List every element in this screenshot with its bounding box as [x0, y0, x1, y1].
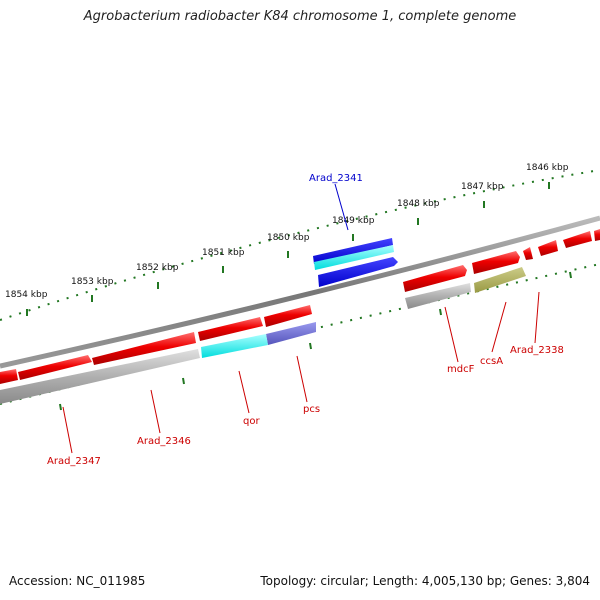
tick-label: 1850 kbp — [267, 233, 310, 243]
gene-red[interactable] — [523, 247, 533, 260]
chromosome-backbone — [0, 215, 600, 369]
gene-label-ccsa: ccsA — [480, 356, 503, 367]
accession-text: Accession: NC_011985 — [9, 574, 146, 588]
tick-label: 1848 kbp — [397, 199, 440, 209]
gene-red[interactable] — [538, 240, 558, 256]
gene-arad-2341[interactable] — [313, 238, 393, 264]
gene-label-arad-2341: Arad_2341 — [309, 173, 363, 184]
gene-red[interactable] — [472, 251, 520, 274]
tick-label: 1849 kbp — [332, 216, 375, 226]
gene-label-arad-2338: Arad_2338 — [510, 345, 564, 356]
gene-label-arad-2346: Arad_2346 — [137, 436, 191, 447]
gene-label-mdcf: mdcF — [447, 364, 475, 375]
gene-label-texts: Arad_2341 mdcF ccsA Arad_2338 qor pcs Ar… — [47, 173, 564, 467]
tick-label: 1854 kbp — [5, 290, 48, 300]
map-title: Agrobacterium radiobacter K84 chromosome… — [83, 9, 517, 24]
tick-labels: 1854 kbp 1853 kbp 1852 kbp 1851 kbp 1850… — [5, 163, 569, 300]
gene-red[interactable] — [264, 305, 312, 327]
tick-label: 1851 kbp — [202, 248, 245, 258]
gene-red-edge[interactable] — [594, 229, 600, 241]
genome-summary-text: Topology: circular; Length: 4,005,130 bp… — [260, 574, 590, 588]
gene-ccsa[interactable] — [474, 267, 526, 293]
tick-label: 1852 kbp — [136, 263, 179, 273]
tick-label: 1853 kbp — [71, 277, 114, 287]
gene-red[interactable] — [18, 355, 92, 380]
gene-pcs[interactable] — [266, 322, 316, 345]
reverse-genes — [0, 267, 526, 404]
major-ticks — [26, 182, 572, 411]
gene-qor[interactable] — [201, 334, 268, 358]
gene-label-arad-2347: Arad_2347 — [47, 456, 101, 467]
gene-red[interactable] — [92, 332, 196, 365]
gene-red[interactable] — [198, 317, 263, 341]
gene-label-qor: qor — [243, 416, 260, 427]
tick-label: 1847 kbp — [461, 182, 504, 192]
forward-genes — [0, 229, 600, 384]
label-leaders — [62, 183, 540, 454]
gene-grey[interactable] — [0, 349, 200, 404]
gene-arad-2341-band — [314, 245, 394, 270]
tick-label: 1846 kbp — [526, 163, 569, 173]
gene-label-pcs: pcs — [303, 404, 320, 415]
gene-red[interactable] — [403, 265, 467, 292]
gene-red[interactable] — [563, 231, 592, 248]
gene-red[interactable] — [0, 369, 18, 384]
gene-mdcf[interactable] — [405, 283, 471, 309]
gene-arad-2341-lower[interactable] — [318, 257, 398, 287]
